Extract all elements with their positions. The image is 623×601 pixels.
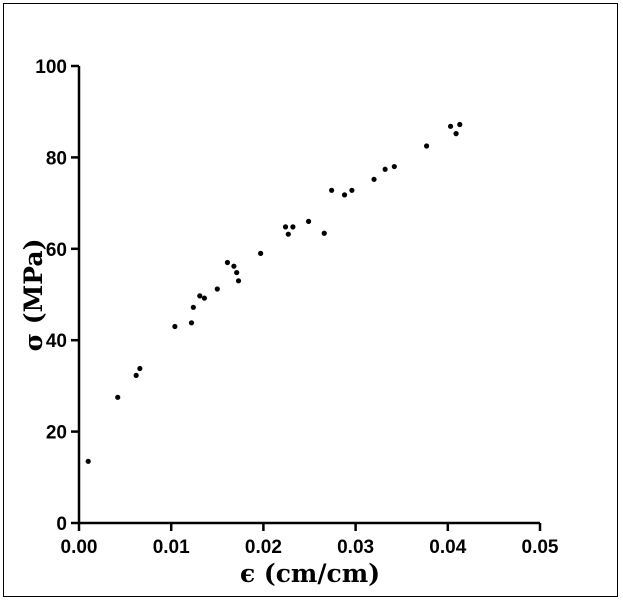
data-point — [382, 166, 388, 172]
data-point — [235, 278, 242, 284]
x-tick-label: 0.01 — [153, 537, 190, 558]
data-point — [231, 263, 237, 269]
data-point — [282, 224, 289, 230]
data-point — [190, 304, 196, 310]
data-point — [224, 259, 231, 266]
data-point — [290, 224, 296, 230]
data-point — [285, 231, 291, 237]
x-tick-label: 0.05 — [522, 537, 559, 558]
y-tick-label: 60 — [46, 240, 67, 261]
data-point — [172, 323, 178, 330]
tick-group: 0.00 0.01 0.02 0.03 0.04 0.05 0 20 40 60 80 100 — [35, 57, 559, 558]
data-point — [329, 187, 335, 193]
x-tick-label: 0.02 — [245, 537, 282, 558]
x-tick-label: 0.00 — [61, 537, 98, 558]
data-point — [321, 230, 327, 236]
y-tick-label: 40 — [46, 331, 67, 352]
x-tick-label: 0.03 — [337, 537, 374, 558]
data-point — [133, 372, 139, 378]
data-point — [341, 192, 348, 198]
chart-frame — [3, 3, 618, 597]
data-point — [197, 293, 203, 299]
data-point — [137, 365, 143, 372]
data-point — [201, 295, 207, 301]
data-point — [349, 187, 355, 193]
data-point — [258, 250, 264, 256]
data-point — [447, 123, 454, 129]
data-point — [371, 176, 377, 182]
data-points — [85, 121, 463, 464]
y-tick-label: 80 — [46, 148, 67, 169]
y-axis-label: σ (MPa) — [19, 239, 48, 352]
data-point — [305, 218, 312, 224]
data-point — [214, 286, 220, 292]
data-point — [391, 163, 397, 170]
y-tick-label: 100 — [35, 57, 67, 78]
data-point — [115, 394, 121, 400]
data-point — [453, 131, 459, 137]
data-point — [234, 269, 240, 276]
y-tick-label: 20 — [46, 423, 67, 444]
data-point — [188, 320, 195, 326]
data-point — [423, 143, 430, 149]
data-point — [457, 121, 463, 128]
x-tick-label: 0.04 — [429, 537, 466, 558]
data-point — [85, 458, 91, 464]
axes — [77, 66, 540, 525]
x-axis-label: ϵ (cm/cm) — [240, 559, 380, 588]
y-tick-label: 0 — [56, 514, 67, 535]
